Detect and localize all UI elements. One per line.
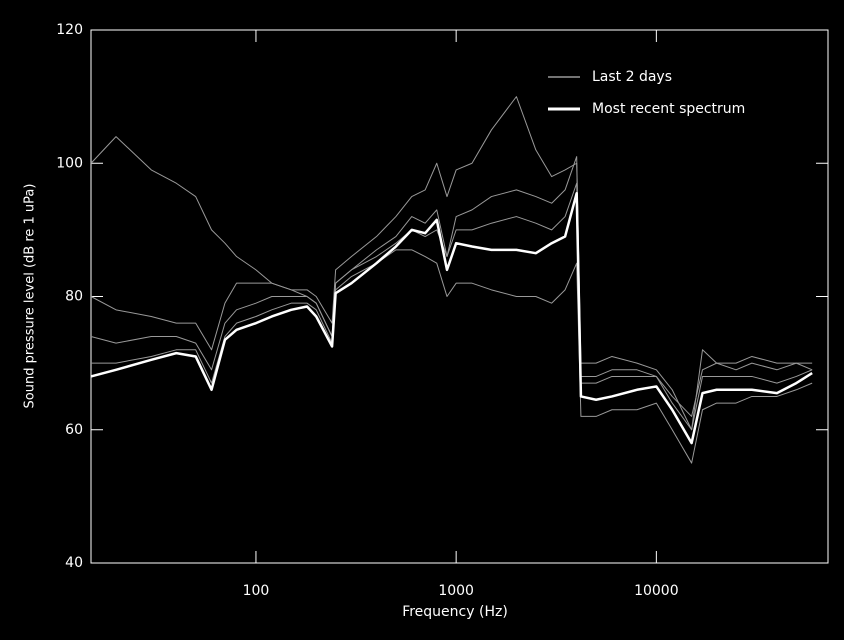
x-tick-label: 1000 <box>438 583 474 599</box>
series-line <box>90 136 813 417</box>
series-line <box>90 182 813 431</box>
y-tick-label: 80 <box>65 289 83 305</box>
legend-label: Most recent spectrum <box>592 101 745 117</box>
y-tick-label: 60 <box>65 422 83 438</box>
y-tick-label: 40 <box>65 555 83 571</box>
x-tick-label: 10000 <box>634 583 679 599</box>
y-tick-label: 100 <box>56 155 83 171</box>
series-line <box>90 191 813 445</box>
y-tick-label: 120 <box>56 22 83 38</box>
x-axis-label: Frequency (Hz) <box>402 604 508 620</box>
y-axis-label: Sound pressure level (dB re 1 uPa) <box>23 184 38 409</box>
x-tick-label: 100 <box>243 583 270 599</box>
series-line <box>91 249 813 464</box>
legend-label: Last 2 days <box>592 69 672 85</box>
series-line <box>90 96 813 431</box>
